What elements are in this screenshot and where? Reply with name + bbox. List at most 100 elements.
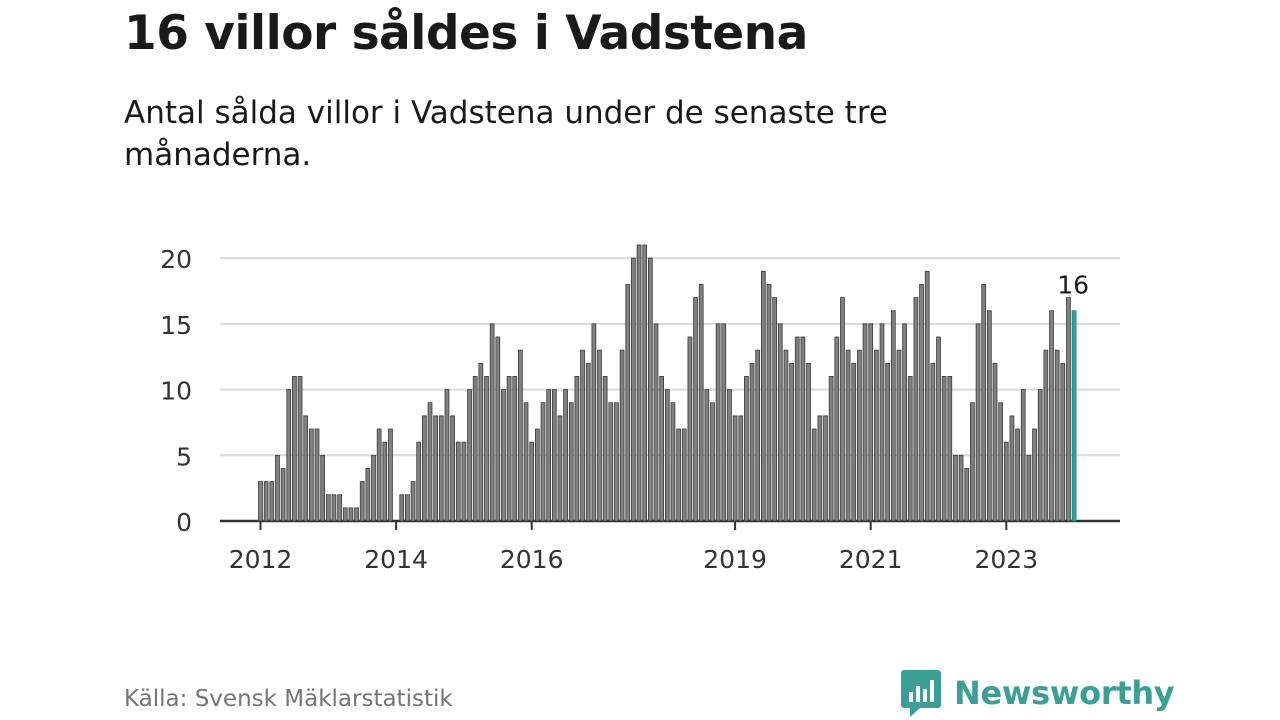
y-tick-label: 20 — [160, 245, 192, 274]
bar-chart-speech-bubble-icon — [901, 670, 941, 717]
bar — [834, 336, 840, 522]
bar — [359, 481, 365, 522]
bar — [506, 376, 512, 522]
bar — [376, 428, 382, 522]
bar — [902, 323, 907, 522]
bar — [275, 454, 280, 522]
bar — [405, 494, 410, 522]
bar — [602, 376, 608, 522]
bar — [761, 270, 766, 522]
bar — [704, 389, 710, 522]
x-tick-label: 2023 — [974, 545, 1038, 574]
bar — [557, 415, 563, 522]
bar — [653, 323, 659, 522]
bar — [1015, 428, 1020, 522]
bar — [371, 454, 376, 522]
bar — [444, 389, 450, 522]
bar — [947, 376, 953, 522]
bar — [512, 376, 518, 522]
bar — [427, 402, 433, 522]
bar — [331, 494, 337, 522]
bar — [269, 481, 275, 522]
y-tick-label: 15 — [160, 311, 192, 340]
bar — [964, 468, 970, 522]
bar — [987, 310, 992, 522]
bar — [292, 376, 297, 522]
bar — [263, 481, 269, 522]
bar — [608, 402, 614, 522]
bar — [535, 428, 540, 522]
bar — [924, 270, 930, 522]
bar — [1003, 441, 1009, 522]
bar — [591, 323, 597, 522]
bar — [484, 376, 489, 522]
bar — [619, 349, 625, 522]
bar — [597, 349, 602, 522]
bar — [1009, 415, 1015, 522]
bar — [710, 402, 715, 522]
bar — [303, 415, 309, 522]
bar — [631, 257, 636, 522]
bar — [659, 376, 665, 522]
bar — [698, 284, 704, 522]
bar — [1060, 362, 1066, 522]
bar — [1043, 349, 1049, 522]
bar — [845, 349, 851, 522]
x-tick-label: 2019 — [703, 545, 767, 574]
bar — [1032, 428, 1037, 522]
bar — [314, 428, 320, 522]
bar — [1020, 389, 1026, 522]
bar — [975, 323, 981, 522]
bar — [992, 362, 998, 522]
bar — [766, 284, 772, 522]
data-labels: 16 — [1057, 271, 1089, 300]
bar — [840, 297, 845, 522]
bar — [540, 402, 546, 522]
bar — [744, 376, 749, 522]
bar — [794, 336, 800, 522]
highlight-bar — [1071, 310, 1077, 522]
bar — [879, 323, 885, 522]
bar — [676, 428, 681, 522]
bar — [687, 336, 693, 522]
brand-name: Newsworthy — [954, 674, 1175, 712]
bar — [308, 428, 314, 522]
bar — [1037, 389, 1043, 522]
x-tick-label: 2014 — [364, 545, 428, 574]
bar — [732, 415, 738, 522]
bar — [857, 349, 862, 522]
bar — [693, 297, 698, 522]
source-note: Källa: Svensk Mäklarstatistik — [124, 686, 453, 712]
bar — [258, 481, 263, 522]
highlight-value-label: 16 — [1057, 271, 1089, 300]
bar — [472, 376, 478, 522]
bar — [410, 481, 416, 522]
bar — [388, 428, 393, 522]
bar — [354, 507, 359, 522]
bar — [800, 336, 806, 522]
x-tick-label: 2016 — [500, 545, 564, 574]
x-tick-label: 2012 — [229, 545, 293, 574]
bar — [715, 323, 721, 522]
bar — [648, 257, 653, 522]
bar — [625, 284, 631, 522]
bar — [896, 349, 902, 522]
bar — [664, 389, 670, 522]
bar — [868, 323, 874, 522]
bar — [574, 376, 580, 522]
bar — [1026, 454, 1032, 522]
bar — [450, 415, 455, 522]
bar — [399, 494, 405, 522]
bar — [438, 415, 444, 522]
bar — [337, 494, 342, 522]
bar — [953, 454, 958, 522]
bar — [467, 389, 472, 522]
y-tick-label: 5 — [176, 442, 192, 471]
bar — [523, 402, 529, 522]
bar — [529, 441, 535, 522]
bar — [342, 507, 348, 522]
bar — [851, 362, 857, 522]
bar — [907, 376, 913, 522]
y-tick-label: 0 — [176, 508, 192, 537]
